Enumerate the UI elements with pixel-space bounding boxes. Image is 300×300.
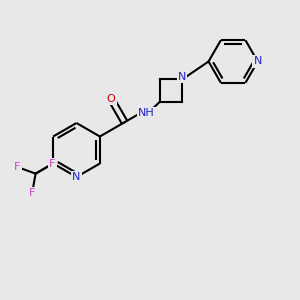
Text: F: F [49, 159, 56, 169]
Text: F: F [29, 188, 35, 198]
Text: N: N [254, 56, 262, 67]
Text: O: O [107, 94, 116, 104]
Text: N: N [178, 72, 186, 82]
Text: F: F [14, 162, 20, 172]
Text: N: N [72, 172, 81, 182]
Text: NH: NH [138, 108, 155, 118]
